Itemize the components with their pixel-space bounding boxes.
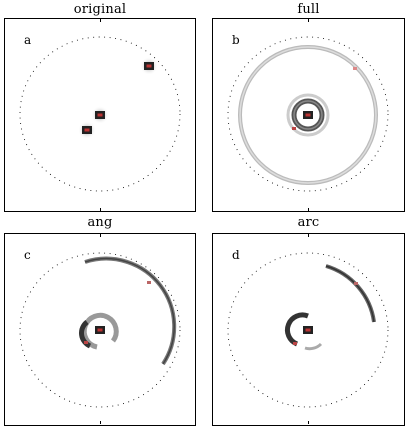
image-original [19, 36, 181, 192]
dotted-boundary [19, 252, 181, 408]
red-mark [293, 342, 297, 345]
axis-tick [308, 421, 309, 424]
axis-tick [100, 234, 101, 237]
point-source [140, 57, 158, 75]
red-mark [84, 341, 88, 344]
panel-arc: arc d [212, 214, 405, 426]
inner-arc [81, 312, 119, 350]
image-arc [227, 252, 389, 408]
inner-arc [284, 312, 309, 347]
middle-ring [286, 93, 330, 137]
image-frame: d [212, 233, 405, 426]
panel-label: b [232, 33, 240, 47]
panel-label: d [232, 248, 240, 262]
panel-label: c [24, 248, 31, 262]
axis-tick [308, 19, 309, 22]
axis-tick [100, 19, 101, 22]
point-source [91, 106, 109, 124]
image-frame: b [212, 18, 405, 212]
red-mark [147, 281, 151, 284]
panel-full: full b [212, 0, 405, 212]
panel-original: original a [4, 0, 196, 212]
axis-tick [100, 421, 101, 424]
image-full [227, 36, 389, 192]
panel-title: arc [297, 215, 320, 230]
dotted-boundary [227, 252, 389, 408]
red-mark [292, 127, 296, 130]
dotted-boundary [227, 36, 389, 192]
outer-arc [325, 264, 376, 323]
red-mark [354, 282, 358, 285]
panel-title: full [297, 2, 320, 17]
image-frame: c [4, 233, 196, 426]
image-ang [19, 252, 181, 408]
axis-tick [308, 234, 309, 237]
dotted-boundary [19, 36, 181, 192]
axis-tick [308, 208, 309, 211]
point-source [78, 121, 96, 139]
panel-title: ang [87, 215, 113, 230]
axis-tick [100, 208, 101, 211]
panel-ang: ang c [4, 214, 196, 426]
outer-arc [84, 256, 177, 366]
panel-label: a [24, 33, 32, 47]
red-mark [353, 67, 357, 70]
image-frame: a [4, 18, 196, 212]
panel-title: original [73, 2, 127, 17]
